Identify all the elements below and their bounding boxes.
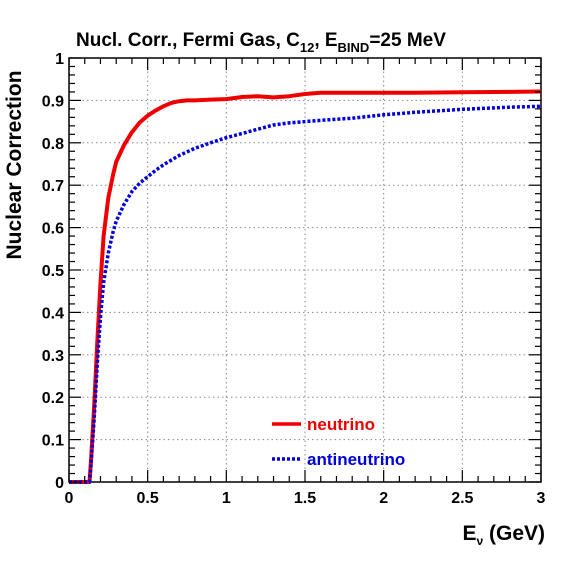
y-tick-label: 0.8 — [42, 136, 64, 153]
y-tick-label: 0.1 — [42, 433, 64, 450]
series-antineutrino — [69, 104, 542, 484]
legend-label-antineutrino: antineutrino — [307, 450, 405, 469]
legend: neutrino antineutrino — [272, 415, 405, 469]
y-tick-label: 0.4 — [42, 305, 64, 322]
axis-ticks — [68, 57, 542, 483]
x-tick-label: 1.5 — [294, 490, 316, 507]
x-tick-label: 2.5 — [451, 490, 473, 507]
x-axis-label: Eν (GeV) — [462, 522, 545, 548]
x-tick-label: 2 — [379, 490, 388, 507]
y-tick-label: 0.3 — [42, 348, 64, 365]
x-tick-label: 1 — [222, 490, 231, 507]
y-axis-label: Nuclear Correction — [3, 70, 26, 259]
x-tick-label: 0.5 — [137, 490, 159, 507]
grid-lines — [69, 58, 541, 482]
x-tick-label: 0 — [65, 490, 74, 507]
tick-labels: 0 0.5 1 1.5 2 2.5 3 0 0.1 0.2 0.3 0.4 0.5 0.6 0.7 0.8 0.… — [42, 51, 546, 507]
y-tick-label: 1 — [55, 51, 64, 68]
y-tick-label: 0.7 — [42, 178, 64, 195]
y-tick-label: 0.5 — [42, 263, 64, 280]
chart-title: Nucl. Corr., Fermi Gas, C12, EBIND=25 Me… — [76, 30, 446, 55]
y-tick-label: 0.2 — [42, 390, 64, 407]
y-tick-label: 0.9 — [42, 93, 64, 110]
y-tick-label: 0 — [55, 475, 64, 492]
legend-label-neutrino: neutrino — [307, 415, 375, 434]
series-neutrino — [69, 89, 542, 484]
series-lines — [69, 89, 542, 484]
y-tick-label: 0.6 — [42, 221, 64, 238]
x-tick-label: 3 — [537, 490, 546, 507]
